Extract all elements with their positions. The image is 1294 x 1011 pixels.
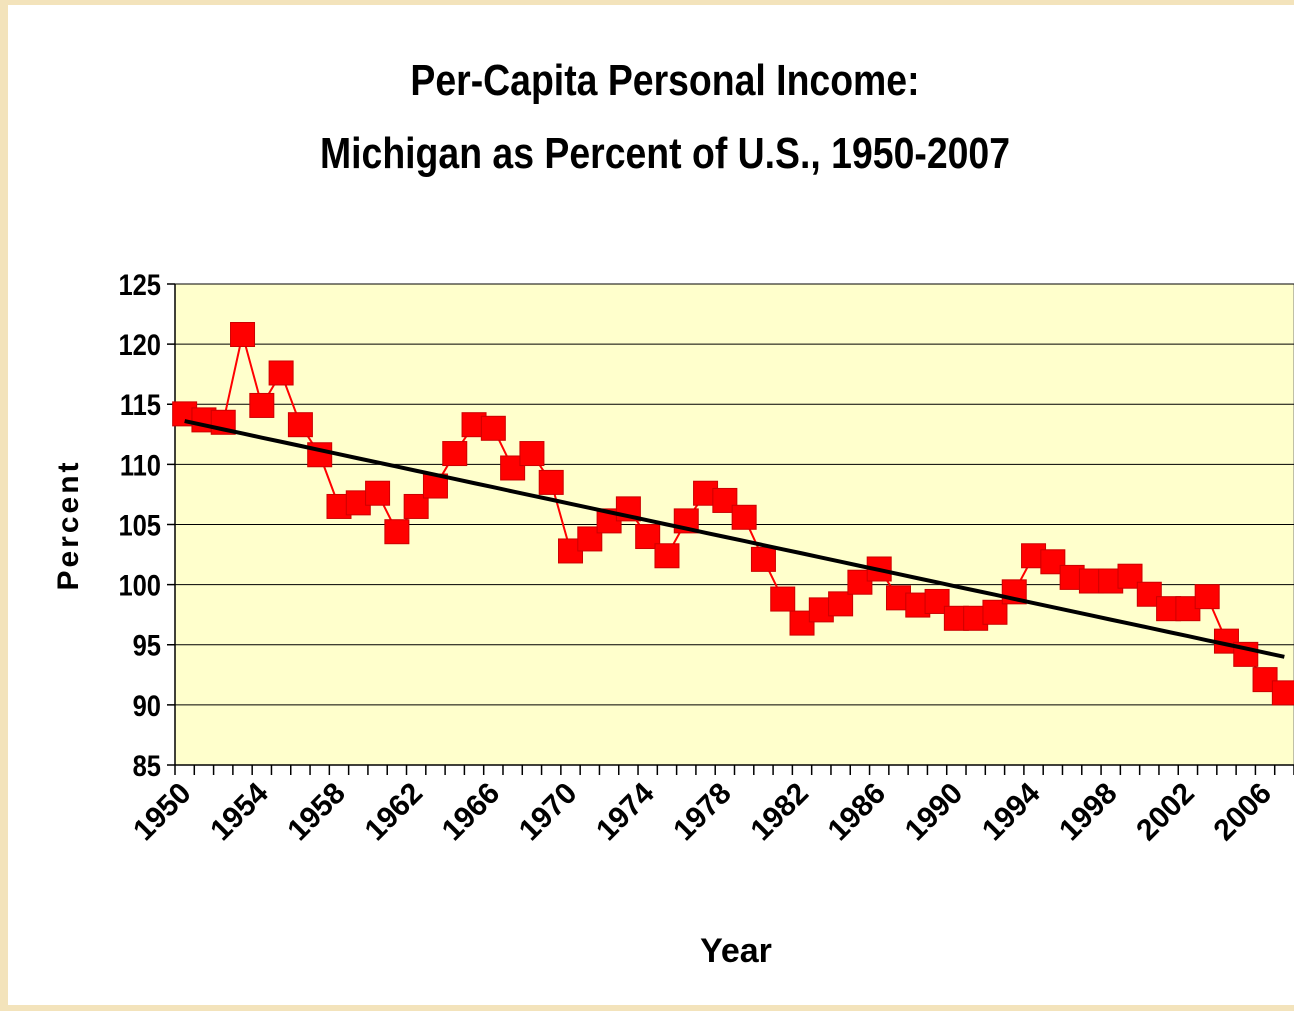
marker [828, 591, 854, 617]
y-axis-label: Percent [52, 459, 85, 590]
marker [538, 469, 564, 495]
y-tick-label: 125 [118, 268, 161, 301]
y-tick-label: 105 [118, 509, 161, 542]
marker [384, 519, 410, 545]
marker [654, 543, 680, 569]
marker [287, 412, 313, 438]
y-tick-label: 115 [120, 388, 161, 421]
y-tick-label: 110 [120, 448, 161, 481]
marker [442, 441, 468, 467]
y-tick-label: 120 [118, 328, 161, 361]
chart-title: Michigan as Percent of U.S., 1950-2007 [320, 128, 1010, 178]
marker [731, 504, 757, 530]
marker [268, 360, 294, 386]
marker [750, 546, 776, 572]
y-tick-label: 100 [118, 569, 161, 602]
marker [1194, 584, 1220, 610]
marker [365, 480, 391, 506]
trend-line [184, 419, 1285, 659]
marker [1117, 563, 1143, 589]
y-tick-label: 95 [133, 629, 161, 662]
marker [230, 322, 256, 348]
x-axis-label: Year [700, 932, 772, 970]
marker [770, 586, 796, 612]
chart-title: Per-Capita Personal Income: [410, 55, 919, 105]
marker [480, 415, 506, 441]
y-tick-label: 85 [133, 749, 161, 782]
marker [519, 441, 545, 467]
marker [249, 392, 275, 418]
y-tick-label: 90 [133, 689, 161, 722]
marker [1271, 680, 1294, 706]
